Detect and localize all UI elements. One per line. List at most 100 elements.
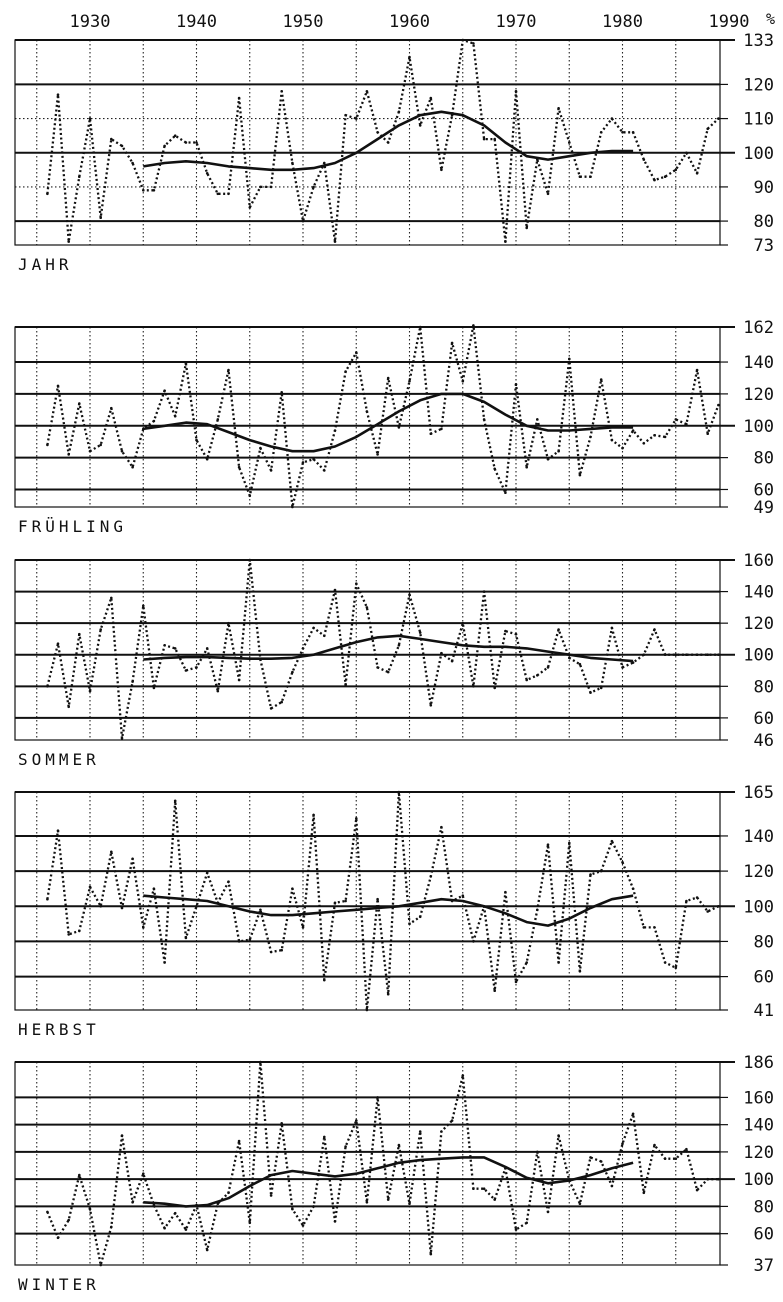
y-tick-label: 140 <box>743 827 774 847</box>
annual-data-point <box>67 933 70 936</box>
annual-data-point <box>163 644 166 647</box>
annual-data-point <box>46 1210 49 1214</box>
annual-data-point <box>99 443 102 447</box>
y-tick-label: 41 <box>754 1001 774 1021</box>
annual-data-point <box>525 226 528 230</box>
annual-data-point <box>248 1221 252 1225</box>
annual-data-point <box>525 465 528 469</box>
y-tick-label: 73 <box>754 236 774 256</box>
annual-data-point <box>131 465 134 469</box>
annual-data-point <box>56 642 60 645</box>
annual-data-point <box>450 659 454 663</box>
annual-data-point <box>120 449 124 453</box>
annual-data-point <box>610 1184 614 1188</box>
y-tick-label: 100 <box>743 417 774 437</box>
annual-data-point <box>291 161 294 165</box>
annual-data-point <box>195 141 198 144</box>
y-tick-label: 120 <box>743 1143 774 1163</box>
x-tick-label: 1930 <box>70 12 111 32</box>
annual-data-point <box>376 666 379 669</box>
annual-data-point <box>312 1205 315 1208</box>
y-tick-label: 80 <box>754 1197 774 1217</box>
annual-data-point <box>269 1194 273 1197</box>
annual-data-point <box>46 192 49 196</box>
annual-data-point <box>280 391 284 394</box>
annual-data-point <box>546 666 550 669</box>
annual-data-point <box>344 113 347 117</box>
x-tick-label: 1990 <box>709 12 750 32</box>
smoothed-trend-line <box>143 894 634 927</box>
annual-data-point <box>674 418 678 421</box>
annual-data-point <box>67 240 70 243</box>
annual-data-point <box>269 707 273 710</box>
annual-data-point <box>631 887 635 890</box>
annual-data-point <box>173 799 177 803</box>
annual-data-point <box>695 172 699 175</box>
annual-data-point <box>685 151 688 155</box>
annual-data-point <box>248 938 252 941</box>
annual-data-point <box>557 961 560 964</box>
annual-data-point <box>461 379 465 383</box>
annual-data-point <box>440 651 443 655</box>
annual-data-point <box>365 410 369 413</box>
annual-data-point <box>642 1191 646 1195</box>
smoothed-trend-line <box>143 1156 634 1208</box>
annual-data-point <box>631 131 635 134</box>
annual-data-point <box>642 158 646 161</box>
annual-data-point <box>418 915 422 919</box>
annual-data-point <box>589 175 592 178</box>
annual-data-point <box>397 790 401 794</box>
annual-data-point <box>237 678 241 682</box>
annual-data-point <box>323 161 326 165</box>
annual-data-point <box>291 1207 294 1211</box>
annual-data-point <box>355 117 358 120</box>
y-tick-label: 100 <box>743 144 774 164</box>
y-tick-label: 133 <box>743 31 774 51</box>
annual-data-point <box>546 843 550 846</box>
annual-data-point <box>578 1202 582 1205</box>
annual-data-point <box>504 890 507 894</box>
annual-data-point <box>663 653 667 656</box>
annual-data-point <box>578 970 582 973</box>
annual-data-point <box>88 1207 92 1211</box>
annual-data-point <box>514 1228 518 1231</box>
annual-data-point <box>557 1134 560 1137</box>
annual-data-point <box>450 1119 454 1122</box>
annual-data-point <box>653 926 656 929</box>
annual-data-point <box>525 1221 528 1225</box>
annual-data-point <box>323 978 326 982</box>
annual-data-point <box>397 426 401 429</box>
annual-data-point <box>365 90 369 93</box>
annual-data-point <box>323 634 326 638</box>
annual-data-point <box>88 117 92 120</box>
annual-data-point <box>599 1160 603 1163</box>
annual-data-point <box>227 368 230 372</box>
annual-data-point <box>418 631 422 634</box>
annual-data-point <box>78 929 81 933</box>
annual-data-point <box>237 940 241 943</box>
annual-data-point <box>365 1008 369 1012</box>
annual-data-point <box>482 590 486 593</box>
annual-data-point <box>706 910 709 913</box>
annual-data-point <box>259 1060 262 1064</box>
y-tick-label: 37 <box>754 1256 774 1276</box>
annual-data-point <box>599 686 603 690</box>
annual-data-point <box>397 110 401 114</box>
annual-data-point <box>546 457 550 461</box>
annual-series-line <box>46 38 720 243</box>
annual-data-point <box>142 604 145 608</box>
annual-data-point <box>695 1188 699 1192</box>
panels: 133120110100908073JAHR162140120100806049… <box>14 31 774 1294</box>
y-tick-label: 100 <box>743 646 774 666</box>
annual-data-point <box>365 606 369 609</box>
annual-data-point <box>184 669 188 672</box>
annual-data-point <box>717 905 720 908</box>
annual-data-point <box>386 1198 390 1201</box>
annual-data-point <box>120 737 124 740</box>
annual-data-point <box>333 901 337 905</box>
annual-data-point <box>78 402 81 405</box>
annual-data-point <box>685 422 688 426</box>
annual-data-point <box>312 457 315 461</box>
annual-series-line <box>46 790 719 1012</box>
